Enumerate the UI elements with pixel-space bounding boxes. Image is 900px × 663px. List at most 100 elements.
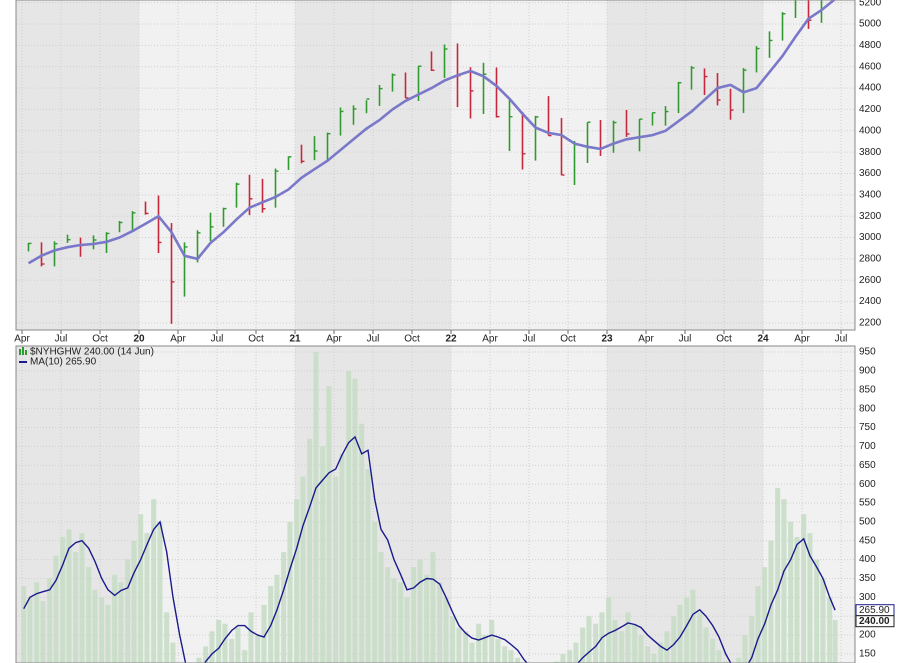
x-tick-label: Jul	[523, 334, 536, 345]
x-tick-label: Apr	[14, 334, 30, 345]
histogram-bar	[443, 597, 449, 663]
histogram-bar	[235, 627, 241, 663]
y-tick-label: 850	[859, 384, 876, 395]
histogram-bar	[86, 567, 92, 663]
y-tick-label: 350	[859, 573, 876, 584]
histogram-bar	[762, 567, 768, 663]
histogram-bar	[118, 582, 124, 663]
histogram-bar	[820, 578, 826, 663]
y-tick-label: 5000	[859, 19, 882, 30]
y-tick-label: 450	[859, 535, 876, 546]
histogram-bar	[372, 521, 378, 663]
histogram-bar	[73, 552, 79, 663]
histogram-bar	[151, 499, 157, 663]
histogram-bar	[99, 597, 105, 663]
value-tag-label: 240.00	[859, 616, 890, 627]
y-tick-label: 400	[859, 554, 876, 565]
moving-average	[23, 435, 836, 663]
x-tick-label: Oct	[92, 334, 108, 345]
x-tick-label: Oct	[560, 334, 576, 345]
histogram-bar	[469, 642, 475, 663]
histogram-bar	[346, 370, 352, 663]
histogram-bar	[60, 536, 66, 663]
histogram-bar	[79, 533, 85, 663]
y-tick-label: 800	[859, 403, 876, 414]
histogram-bar	[430, 552, 436, 663]
x-tick-label: Jul	[211, 334, 224, 345]
x-tick-label: Jul	[679, 334, 692, 345]
histogram-bar	[21, 586, 27, 663]
y-tick-label: 2600	[859, 275, 882, 286]
x-tick-label: Apr	[326, 334, 342, 345]
histogram-bar	[832, 619, 838, 663]
histogram-bar	[482, 635, 488, 663]
y-tick-label: 4000	[859, 125, 882, 136]
legend-label: MA(10) 265.90	[30, 357, 97, 368]
y-tick-label: 4200	[859, 104, 882, 115]
histogram-bar	[775, 487, 781, 663]
y-tick-label: 3200	[859, 211, 882, 222]
histogram-bar	[580, 627, 586, 663]
histogram-bar	[690, 589, 696, 663]
y-tick-label: 750	[859, 422, 876, 433]
histogram-bar	[697, 612, 703, 663]
histogram-bar	[638, 635, 644, 663]
histogram-bar	[489, 619, 495, 663]
y-tick-label: 2800	[859, 254, 882, 265]
histogram-bar	[164, 612, 170, 663]
legend-swatch	[25, 350, 27, 355]
histogram-bar	[404, 597, 410, 663]
moving-average	[27, 0, 836, 265]
x-tick-label: Jul	[367, 334, 380, 345]
legend-label: $NYHGHW 240.00 (14 Jun)	[30, 347, 154, 358]
y-tick-label: 150	[859, 649, 876, 660]
histogram-bar	[385, 567, 391, 663]
x-tick-label: Oct	[248, 334, 264, 345]
histogram-bar	[749, 616, 755, 663]
histogram-bar	[417, 559, 423, 663]
histogram-bar	[138, 514, 144, 663]
histogram-bar	[326, 386, 332, 663]
histogram-bar	[365, 469, 371, 663]
histogram-bar	[274, 574, 280, 663]
histogram-bar	[424, 574, 430, 663]
histogram-bar	[554, 661, 560, 663]
histogram-bar	[814, 559, 820, 663]
y-tick-label: 3600	[859, 168, 882, 179]
histogram-bar	[606, 597, 612, 663]
histogram-bar	[313, 352, 319, 663]
price-panel	[16, 0, 855, 330]
histogram-bar	[287, 521, 293, 663]
histogram-bar	[684, 597, 690, 663]
histogram-bar	[66, 529, 72, 663]
histogram-bar	[625, 612, 631, 663]
y-tick-label: 3400	[859, 189, 882, 200]
histogram-bar	[495, 638, 501, 663]
histogram-bar	[222, 623, 228, 663]
histogram-bar	[723, 661, 729, 663]
histogram-bar	[716, 650, 722, 663]
histogram-bar	[807, 533, 813, 663]
histogram-bar	[645, 646, 651, 663]
histogram-bar	[47, 578, 53, 663]
histogram-bar	[170, 642, 176, 663]
histogram-bar	[203, 646, 209, 663]
breadth-panel	[16, 346, 855, 663]
histogram-bar	[112, 574, 118, 663]
histogram-bar	[294, 499, 300, 663]
histogram-bar	[53, 555, 59, 663]
histogram-bar	[333, 476, 339, 663]
histogram-bar	[27, 597, 33, 663]
histogram-bar	[508, 650, 514, 663]
histogram-bar	[801, 514, 807, 663]
histogram-bar	[437, 582, 443, 663]
histogram-bar	[710, 638, 716, 663]
axes: Apr Jul Oct 20 Apr Jul Oct 21 Apr Jul Oct 22 Apr Jul O…	[14, 0, 895, 660]
histogram-bar	[196, 657, 202, 663]
histogram-bar	[378, 552, 384, 663]
x-tick-label: Jul	[835, 334, 848, 345]
x-tick-label: 20	[133, 334, 145, 345]
histogram-bar	[658, 642, 664, 663]
x-tick-label: Oct	[716, 334, 732, 345]
